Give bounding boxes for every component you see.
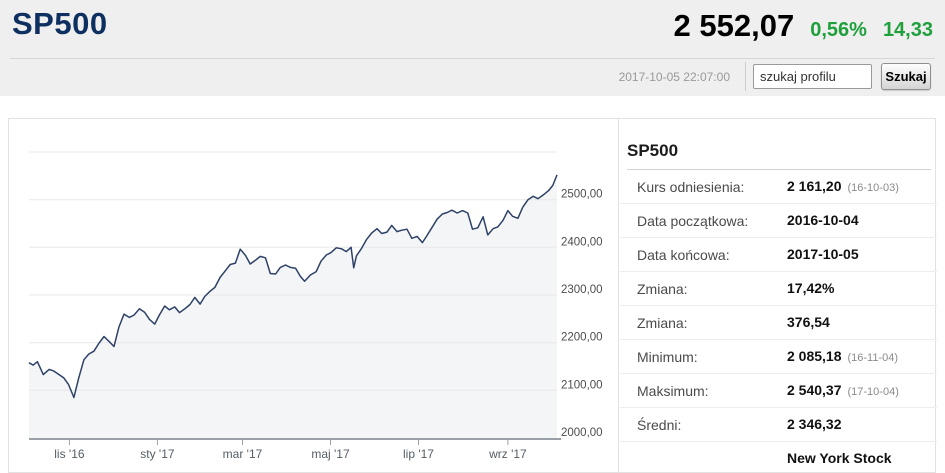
y-axis-label: 2100,00: [561, 379, 603, 391]
info-panel: SP500 Kurs odniesienia: 2 161,20 (16-10-0…: [620, 119, 937, 472]
header-divider: [10, 58, 935, 59]
y-axis-label: 2200,00: [561, 332, 603, 344]
quote-row: 2 552,07 0,56% 14,33: [674, 8, 933, 44]
row-value: 2 161,20: [787, 177, 842, 194]
row-label: Data początkowa:: [637, 212, 749, 229]
table-row: Średni: 2 346,32: [620, 408, 937, 442]
search-button[interactable]: Szukaj: [881, 63, 931, 90]
y-axis-label: 2000,00: [561, 427, 603, 439]
row-label: Minimum:: [637, 348, 698, 365]
vertical-divider: [745, 62, 746, 91]
change-value: 14,33: [882, 19, 933, 41]
page-title: SP500: [12, 6, 108, 41]
y-axis-label: 2400,00: [561, 236, 603, 248]
x-axis-label: mar '17: [223, 447, 263, 461]
x-axis-label: maj '17: [311, 447, 350, 461]
table-row: Zmiana: 17,42%: [620, 272, 937, 306]
main-card: 2000,00 2100,00 2200,00 2300,00 2400,00 2500,…: [8, 118, 937, 473]
row-note: (17-10-04): [847, 385, 899, 398]
table-row: New York Stock: [620, 442, 937, 473]
row-note: (16-11-04): [847, 351, 899, 364]
search-input[interactable]: [753, 64, 872, 89]
row-value: 2 540,37: [787, 381, 842, 398]
table-row: Minimum: 2 085,18 (16-11-04): [620, 340, 937, 374]
row-label: Zmiana:: [637, 314, 688, 331]
x-axis-label: lip '17: [403, 447, 434, 461]
row-value: 2 346,32: [787, 415, 842, 432]
row-note: (16-10-03): [847, 181, 899, 194]
y-axis-label: 2300,00: [561, 284, 603, 296]
x-axis-label: wrz '17: [488, 447, 527, 461]
table-row: Data końcowa: 2017-10-05: [620, 238, 937, 272]
chart-line: [28, 174, 558, 399]
row-label: Maksimum:: [637, 382, 709, 399]
row-value: 17,42%: [787, 279, 835, 296]
change-percent: 0,56%: [810, 19, 867, 41]
price-chart-svg: 2000,00 2100,00 2200,00 2300,00 2400,00 2500,…: [28, 151, 603, 461]
row-value: New York Stock: [787, 450, 892, 466]
row-label: Kurs odniesienia:: [637, 178, 745, 195]
table-row: Data początkowa: 2016-10-04: [620, 204, 937, 238]
info-panel-title: SP500: [627, 141, 679, 160]
row-label: Zmiana:: [637, 280, 688, 297]
x-axis-label: sty '17: [140, 447, 175, 461]
table-row: Zmiana: 376,54: [620, 306, 937, 340]
info-rows: Kurs odniesienia: 2 161,20 (16-10-03) Dat…: [620, 170, 937, 473]
row-value: 376,54: [787, 313, 830, 330]
info-title-divider: [627, 169, 931, 170]
x-axis-label: lis '16: [54, 447, 85, 461]
row-value: 2 085,18: [787, 347, 842, 364]
header-band: SP500 2 552,07 0,56% 14,33 2017-10-05 22…: [0, 0, 945, 96]
chart-section: 2000,00 2100,00 2200,00 2300,00 2400,00 2500,…: [9, 119, 619, 472]
last-price: 2 552,07: [673, 8, 795, 43]
row-label: Średni:: [637, 416, 682, 433]
quote-timestamp: 2017-10-05 22:07:00: [618, 70, 730, 84]
table-row: Maksimum: 2 540,37 (17-10-04): [620, 374, 937, 408]
table-row: Kurs odniesienia: 2 161,20 (16-10-03): [620, 170, 937, 204]
row-label: Data końcowa:: [637, 246, 730, 263]
row-value: 2016-10-04: [787, 211, 859, 228]
chart-area-fill: [29, 174, 557, 438]
row-value: 2017-10-05: [787, 245, 859, 262]
y-axis-label: 2500,00: [561, 189, 603, 201]
